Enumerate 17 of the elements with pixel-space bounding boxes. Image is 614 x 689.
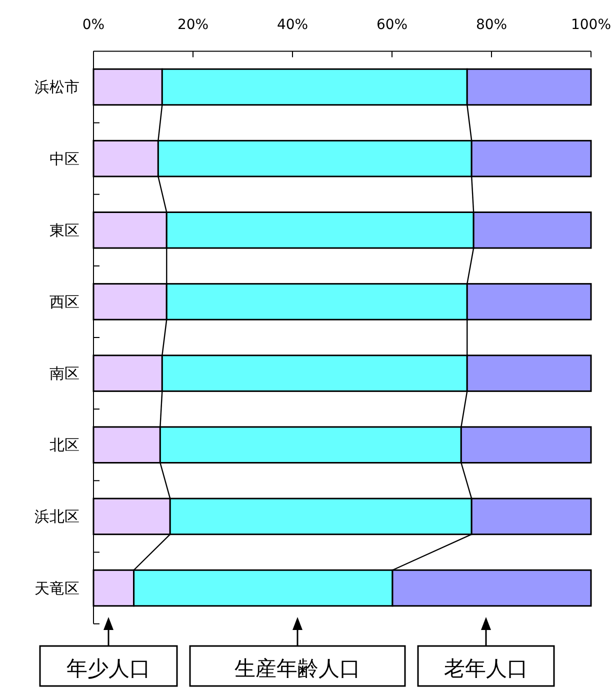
y-tick-label: 南区 (50, 364, 80, 383)
y-tick-label: 東区 (50, 221, 80, 240)
x-tick-label: 100% (570, 17, 612, 34)
y-tick-label: 中区 (50, 150, 80, 168)
legend-label: 生産年齢人口 (234, 656, 360, 680)
x-tick-label: 40% (276, 17, 308, 34)
y-tick-label: 西区 (50, 292, 80, 311)
x-tick-label: 0% (82, 17, 105, 34)
legend-label: 年少人口 (66, 656, 150, 680)
x-tick-label: 80% (476, 17, 508, 34)
x-tick-label: 60% (376, 17, 408, 34)
y-tick-label: 天竜区 (34, 579, 80, 598)
y-tick-label: 浜松市 (34, 78, 80, 96)
legend-label: 老年人口 (444, 656, 528, 680)
x-tick-label: 20% (177, 17, 209, 34)
y-tick-label: 浜北区 (34, 508, 80, 526)
y-tick-label: 北区 (50, 436, 80, 454)
